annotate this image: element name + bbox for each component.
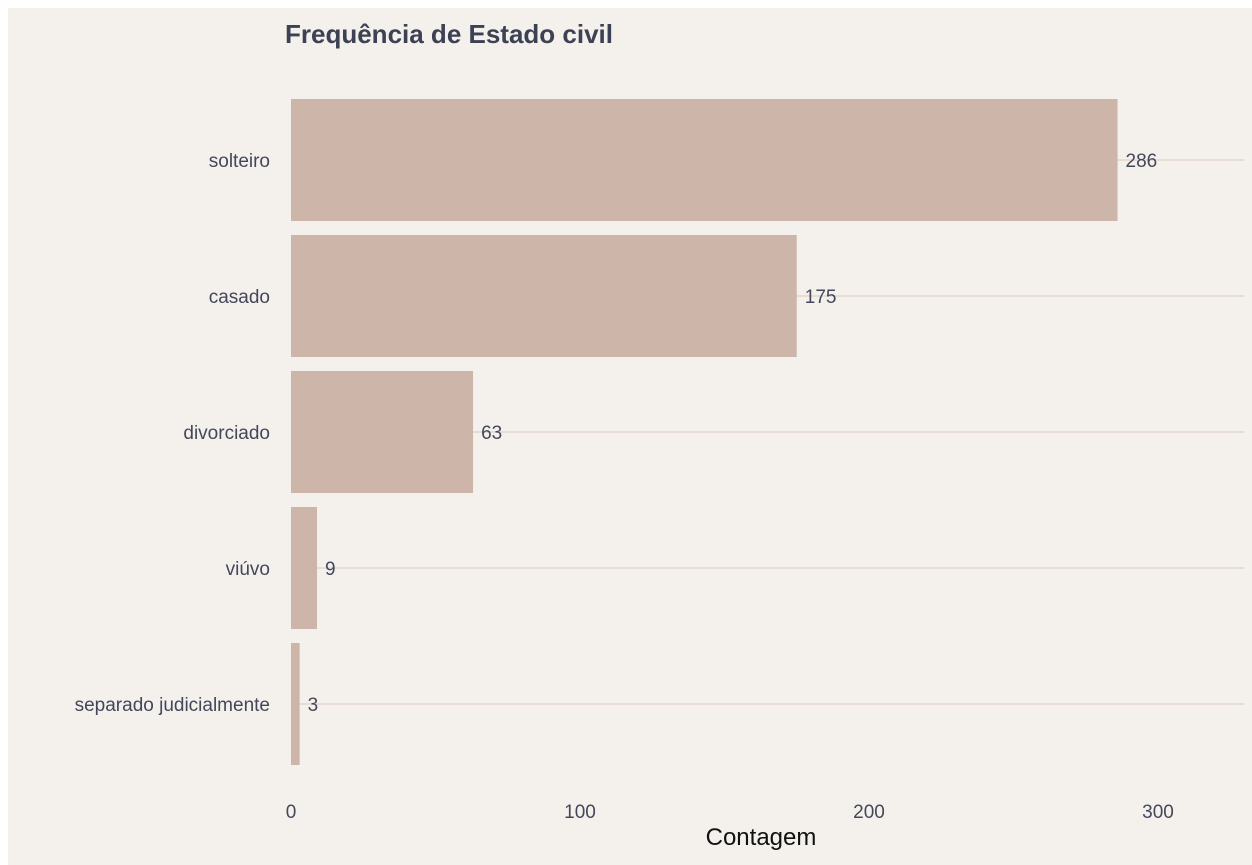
bar-layer — [291, 99, 1118, 765]
x-axis-ticks: 0 100 200 300 — [286, 802, 1174, 823]
chart-title: Frequência de Estado civil — [285, 19, 613, 49]
x-tick-label-0: 0 — [286, 802, 297, 823]
value-label-vi-vo: 9 — [325, 559, 336, 580]
value-label-divorciado: 63 — [481, 423, 502, 444]
bar-casado — [291, 235, 797, 357]
category-label-vi-vo: viúvo — [226, 559, 270, 580]
x-tick-label-300: 300 — [1142, 802, 1174, 823]
bar-divorciado — [291, 371, 474, 493]
bar-chart: Frequência de Estado civil solteiro 286 ca… — [75, 19, 1244, 851]
value-label-separado-judicialmente: 3 — [308, 695, 319, 716]
x-axis-title: Contagem — [706, 824, 817, 851]
bar-separado-judicialmente — [291, 643, 300, 765]
chart-panel: Frequência de Estado civil solteiro 286 ca… — [8, 8, 1252, 865]
label-layer: solteiro 286 casado 175 divorciado 63 viúvo 9 se… — [75, 151, 1158, 716]
x-tick-label-200: 200 — [853, 802, 885, 823]
category-label-solteiro: solteiro — [209, 151, 270, 172]
bar-solteiro — [291, 99, 1118, 221]
category-label-casado: casado — [209, 287, 270, 308]
category-label-divorciado: divorciado — [183, 423, 270, 444]
bar-vi-vo — [291, 507, 318, 629]
value-label-casado: 175 — [805, 287, 837, 308]
value-label-solteiro: 286 — [1126, 151, 1158, 172]
x-tick-label-100: 100 — [564, 802, 596, 823]
category-label-separado-judicialmente: separado judicialmente — [75, 695, 270, 716]
